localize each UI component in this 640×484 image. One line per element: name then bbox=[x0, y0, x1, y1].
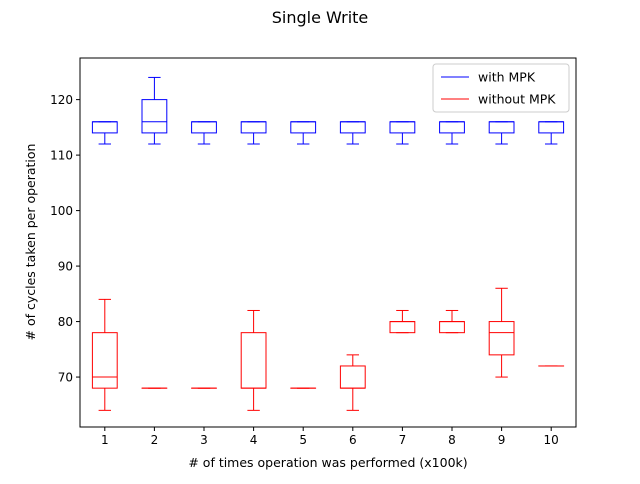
y-tick-label: 110 bbox=[50, 148, 73, 162]
x-tick-label: 2 bbox=[151, 433, 159, 447]
x-tick-label: 1 bbox=[101, 433, 109, 447]
y-tick-label: 80 bbox=[58, 315, 73, 329]
legend-label: without MPK bbox=[478, 92, 556, 107]
chart-title: Single Write bbox=[272, 8, 369, 27]
x-tick-label: 3 bbox=[200, 433, 208, 447]
x-tick-label: 4 bbox=[250, 433, 258, 447]
y-tick-label: 120 bbox=[50, 93, 73, 107]
y-tick-label: 70 bbox=[58, 370, 73, 384]
x-tick-label: 10 bbox=[544, 433, 559, 447]
x-tick-label: 9 bbox=[498, 433, 506, 447]
y-axis-label: # of cycles taken per operation bbox=[23, 144, 38, 341]
legend-label: with MPK bbox=[478, 70, 536, 85]
x-tick-label: 5 bbox=[299, 433, 307, 447]
legend: with MPK without MPK bbox=[433, 64, 569, 112]
x-axis-label: # of times operation was performed (x100… bbox=[188, 455, 467, 470]
x-tick-label: 7 bbox=[399, 433, 407, 447]
x-tick-label: 8 bbox=[448, 433, 456, 447]
x-tick-label: 6 bbox=[349, 433, 357, 447]
y-tick-label: 100 bbox=[50, 204, 73, 218]
y-tick-label: 90 bbox=[58, 259, 73, 273]
